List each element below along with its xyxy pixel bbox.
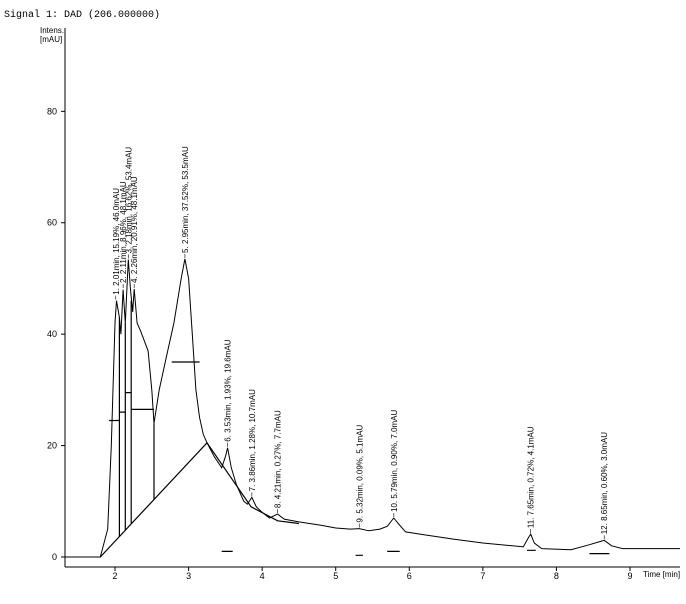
peak-label: 11. 7.65min, 0.72%, 4.1mAU [527,426,536,528]
peak-label: 1. 2.01min, 15.19%, 46.0mAU [112,188,121,295]
peak-label: 8. 4.21min, 0.27%, 7.7mAU [274,410,283,508]
signal-trace [65,258,680,558]
x-axis-label: Time [min] [643,570,680,579]
x-tick-label: 3 [186,571,191,581]
x-tick-label: 7 [480,571,485,581]
x-tick-label: 2 [113,571,118,581]
y-axis-label: Intens. [40,26,64,35]
x-tick-label: 6 [407,571,412,581]
peak-label: 7. 3.86min, 1.28%, 10.7mAU [248,389,257,492]
y-tick-label: 40 [47,329,57,339]
y-tick-label: 80 [47,106,57,116]
y-axis-label: [mAU] [40,35,62,44]
chart-title: Signal 1: DAD (206.000000) [4,9,160,21]
peak-label: 6. 3.53min, 1.93%, 19.6mAU [224,339,233,442]
peak-label: 3. 2.18min, 16.62%, 53.4mAU [124,147,133,254]
y-tick-label: 0 [52,552,57,562]
peak-label: 4. 2.26min, 20.91%, 48.1mAU [130,176,139,283]
y-tick-label: 60 [47,218,57,228]
x-tick-label: 9 [627,571,632,581]
peak-label: 5. 2.95min, 37.52%, 53.5mAU [181,146,190,253]
peak-label: 12. 8.65min, 0.60%, 3.0mAU [600,432,609,535]
peak-label: 2. 2.11min, 8.96%, 48.1mAU [119,181,128,283]
peak-label: 10. 5.79min, 0.90%, 7.0mAU [390,409,399,512]
peak-label: 9. 5.32min, 0.09%, 5.1mAU [355,425,364,523]
x-tick-label: 4 [260,571,265,581]
integration-baseline [99,300,610,558]
x-tick-label: 8 [554,571,559,581]
y-tick-label: 20 [47,441,57,451]
x-tick-label: 5 [333,571,338,581]
